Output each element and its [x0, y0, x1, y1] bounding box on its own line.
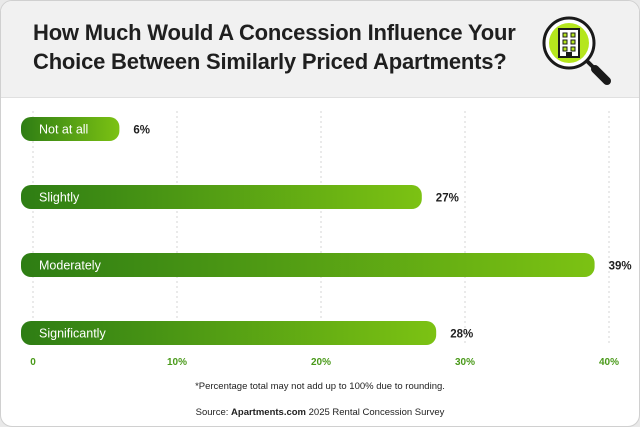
- value-label: 6%: [133, 125, 150, 137]
- x-tick-label: 0: [30, 357, 36, 368]
- value-label: 28%: [450, 329, 473, 341]
- source-prefix: Source:: [195, 407, 232, 418]
- x-tick-label: 40%: [599, 357, 619, 368]
- source-brand: Apartments.com: [231, 407, 306, 418]
- apartment-magnifier-icon: [542, 16, 611, 85]
- chart-header: How Much Would A Concession Influence Yo…: [1, 1, 639, 98]
- value-label: 39%: [609, 261, 632, 273]
- bar: [21, 117, 120, 141]
- x-tick-label: 30%: [455, 357, 475, 368]
- source-line: Source: Apartments.com 2025 Rental Conce…: [1, 407, 639, 418]
- x-tick-label: 10%: [167, 357, 187, 368]
- bar: [21, 253, 595, 277]
- chart-title: How Much Would A Concession Influence Yo…: [33, 20, 516, 74]
- bar: [21, 321, 437, 345]
- bar: [21, 185, 422, 209]
- category-label: Slightly: [39, 191, 80, 205]
- x-tick-label: 20%: [311, 357, 331, 368]
- category-label: Moderately: [39, 259, 102, 273]
- source-suffix: 2025 Rental Concession Survey: [306, 407, 445, 418]
- bar-chart: Not at all 6% Slightly 27% Moderately 39% Sign…: [21, 111, 632, 368]
- footnote: *Percentage total may not add up to 100%…: [195, 381, 445, 392]
- value-label: 27%: [436, 193, 459, 205]
- category-label: Not at all: [39, 123, 88, 137]
- category-label: Significantly: [39, 327, 106, 341]
